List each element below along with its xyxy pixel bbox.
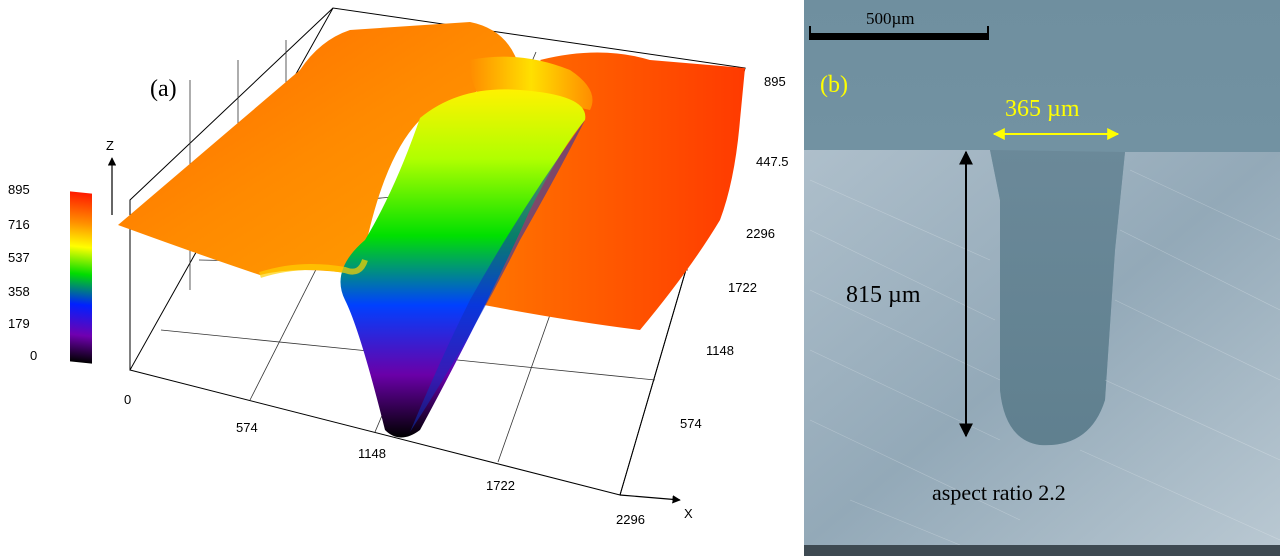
depth-label: 815 µm [846, 282, 921, 308]
colorbar-tick: 716 [8, 217, 30, 232]
surface-right [458, 52, 745, 330]
z-tick: 895 [764, 74, 786, 89]
y-tick: 1148 [706, 343, 734, 358]
x-tick: 1722 [486, 478, 515, 493]
x-ticks: 0 574 1148 1722 2296 [124, 392, 645, 527]
x-tick: 2296 [616, 512, 645, 527]
scale-bar-label: 500µm [866, 9, 915, 28]
scale-bar [810, 33, 988, 40]
panel-a-3d-plot: 895 716 537 358 179 0 Z X 0 574 1148 172… [8, 7, 789, 527]
z-tick: 447.5 [756, 154, 789, 169]
colorbar-tick: 179 [8, 316, 30, 331]
y-tick: 1722 [728, 280, 757, 295]
panel-b-label: (b) [820, 72, 848, 98]
x-axis-label: X [684, 506, 693, 521]
z-ticks: 447.5 895 [756, 74, 789, 169]
x-tick: 574 [236, 420, 258, 435]
colorbar-tick: 895 [8, 182, 30, 197]
x-tick: 0 [124, 392, 131, 407]
y-tick: 574 [680, 416, 702, 431]
colorbar-tick: 537 [8, 250, 30, 265]
colorbar-tick: 358 [8, 284, 30, 299]
colorbar-ticks: 895 716 537 358 179 0 [8, 182, 37, 363]
colorbar [70, 191, 92, 364]
colorbar-tick: 0 [30, 348, 37, 363]
x-axis-arrow [619, 494, 681, 504]
metal-cross-section [804, 150, 1280, 545]
groove [990, 150, 1125, 446]
panel-b-micrograph: 500µm (b) 365 µm 815 µm aspect ratio 2.2 [804, 0, 1280, 556]
trench [340, 89, 586, 438]
x-tick: 1148 [358, 446, 386, 461]
y-tick: 2296 [746, 226, 775, 241]
surface-left [118, 22, 520, 275]
width-label: 365 µm [1005, 96, 1080, 122]
y-ticks: 574 1148 1722 2296 [680, 226, 775, 431]
panel-a-label: (a) [150, 76, 177, 102]
aspect-ratio-label: aspect ratio 2.2 [932, 480, 1066, 505]
z-axis-label: Z [106, 138, 114, 153]
